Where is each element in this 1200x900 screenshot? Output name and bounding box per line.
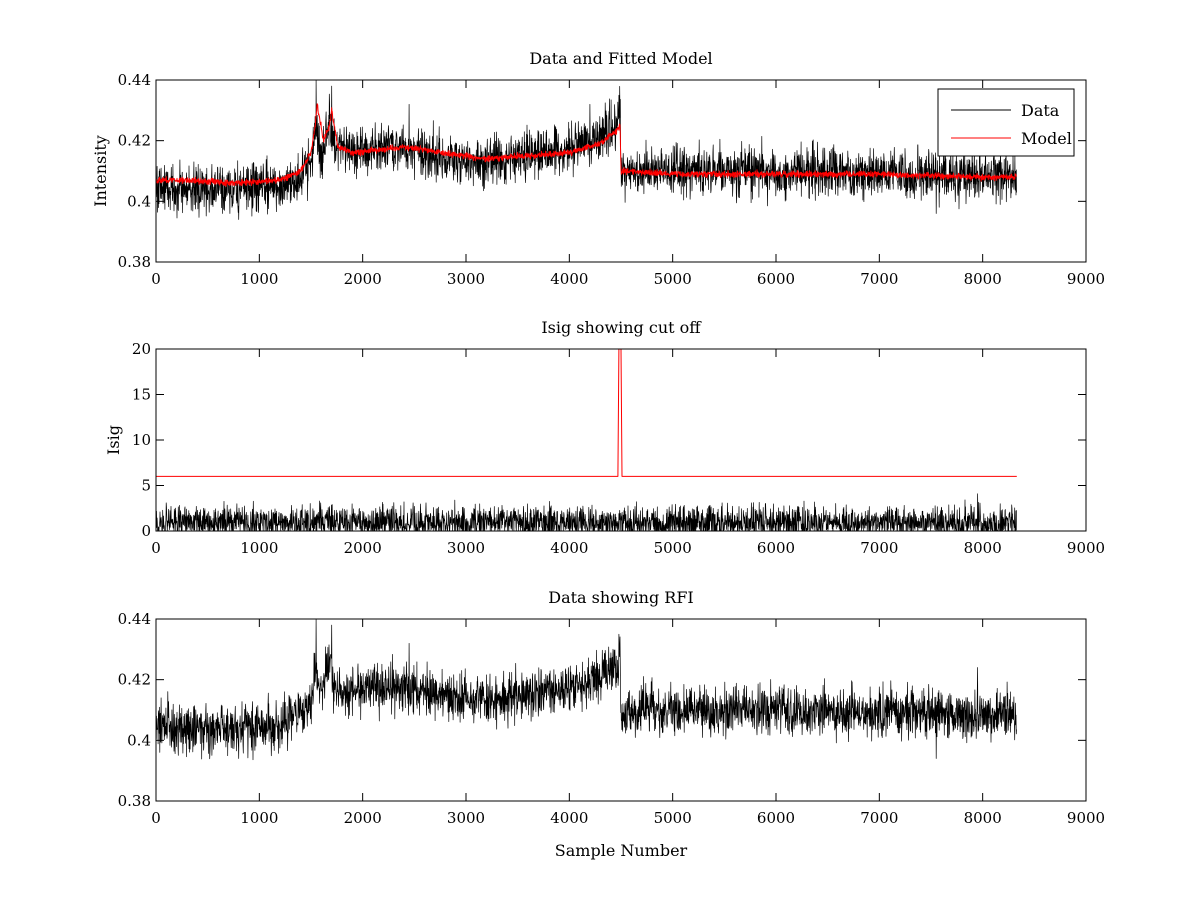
y-tick-label: 0.38 bbox=[118, 253, 151, 271]
x-tick-label: 6000 bbox=[757, 809, 795, 827]
panel-3-xlabel: Sample Number bbox=[555, 841, 688, 860]
x-tick-label: 1000 bbox=[240, 539, 278, 557]
y-tick-label: 5 bbox=[141, 477, 151, 495]
x-tick-label: 0 bbox=[151, 270, 161, 288]
y-tick-label: 15 bbox=[132, 386, 151, 404]
panel-3-plot: 0 1000 2000 3000 4000 5000 6000 7000 8000 9000 0.3… bbox=[118, 610, 1106, 827]
x-tick-label: 4000 bbox=[550, 539, 588, 557]
panel-1-plot: 0 1000 2000 3000 4000 5000 6000 7000 8000 9000 0.3… bbox=[118, 71, 1106, 288]
x-tick-label: 5000 bbox=[654, 270, 692, 288]
x-tick-label: 3000 bbox=[447, 539, 485, 557]
y-tick-label: 0.4 bbox=[127, 192, 151, 210]
legend-label-data: Data bbox=[1021, 101, 1060, 120]
x-tick-label: 2000 bbox=[344, 809, 382, 827]
y-tick-label: 0.38 bbox=[118, 792, 151, 810]
x-tick-label: 1000 bbox=[240, 809, 278, 827]
x-tick-label: 4000 bbox=[550, 270, 588, 288]
x-tick-label: 8000 bbox=[964, 809, 1002, 827]
x-tick-label: 2000 bbox=[344, 539, 382, 557]
x-tick-label: 6000 bbox=[757, 270, 795, 288]
y-tick-label: 0.4 bbox=[127, 731, 151, 749]
x-tick-label: 7000 bbox=[860, 809, 898, 827]
panel-1-title: Data and Fitted Model bbox=[529, 49, 712, 68]
panel-3-title: Data showing RFI bbox=[548, 588, 693, 607]
y-tick-label: 0.42 bbox=[118, 671, 151, 689]
panel-2-plot: 0 1000 2000 3000 4000 5000 6000 7000 8000 9000 0 5 1… bbox=[132, 340, 1105, 557]
panel-2-title: Isig showing cut off bbox=[541, 318, 702, 337]
x-tick-label: 5000 bbox=[654, 539, 692, 557]
x-tick-label: 9000 bbox=[1067, 270, 1105, 288]
y-tick-label: 0.44 bbox=[118, 610, 151, 628]
panel-3: Data showing RFI Sample Number 0 1000 2000… bbox=[118, 588, 1106, 860]
panel-1: Data and Fitted Model Intensity 0 1000 200… bbox=[91, 49, 1105, 288]
x-tick-label: 0 bbox=[151, 539, 161, 557]
x-tick-label: 7000 bbox=[860, 270, 898, 288]
series-model-line bbox=[155, 103, 1017, 187]
x-tick-label: 2000 bbox=[344, 270, 382, 288]
x-tick-label: 1000 bbox=[240, 270, 278, 288]
panel-2: Isig showing cut off Isig 0 1000 2000 3000 4… bbox=[104, 318, 1105, 557]
x-tick-label: 3000 bbox=[447, 809, 485, 827]
y-tick-label: 10 bbox=[132, 431, 151, 449]
y-tick-label: 0.42 bbox=[118, 132, 151, 150]
x-tick-label: 4000 bbox=[550, 809, 588, 827]
axes-box bbox=[155, 618, 1087, 802]
legend: Data Model bbox=[937, 88, 1075, 157]
x-tick-label: 9000 bbox=[1067, 809, 1105, 827]
x-tick-label: 9000 bbox=[1067, 539, 1105, 557]
x-tick-label: 6000 bbox=[757, 539, 795, 557]
x-tick-label: 0 bbox=[151, 809, 161, 827]
legend-box bbox=[937, 88, 1075, 157]
panel-2-ylabel: Isig bbox=[104, 425, 123, 455]
series-data-line bbox=[155, 79, 1017, 220]
axes-box bbox=[155, 79, 1087, 263]
y-tick-label: 0.44 bbox=[118, 71, 151, 89]
x-tick-label: 7000 bbox=[860, 539, 898, 557]
x-tick-label: 8000 bbox=[964, 270, 1002, 288]
series-data-line bbox=[155, 618, 1017, 761]
x-tick-label: 8000 bbox=[964, 539, 1002, 557]
y-tick-label: 20 bbox=[132, 340, 151, 358]
legend-label-model: Model bbox=[1021, 129, 1072, 148]
y-tick-label: 0 bbox=[141, 522, 151, 540]
x-tick-label: 5000 bbox=[654, 809, 692, 827]
panel-1-ylabel: Intensity bbox=[91, 135, 110, 207]
x-tick-label: 3000 bbox=[447, 270, 485, 288]
